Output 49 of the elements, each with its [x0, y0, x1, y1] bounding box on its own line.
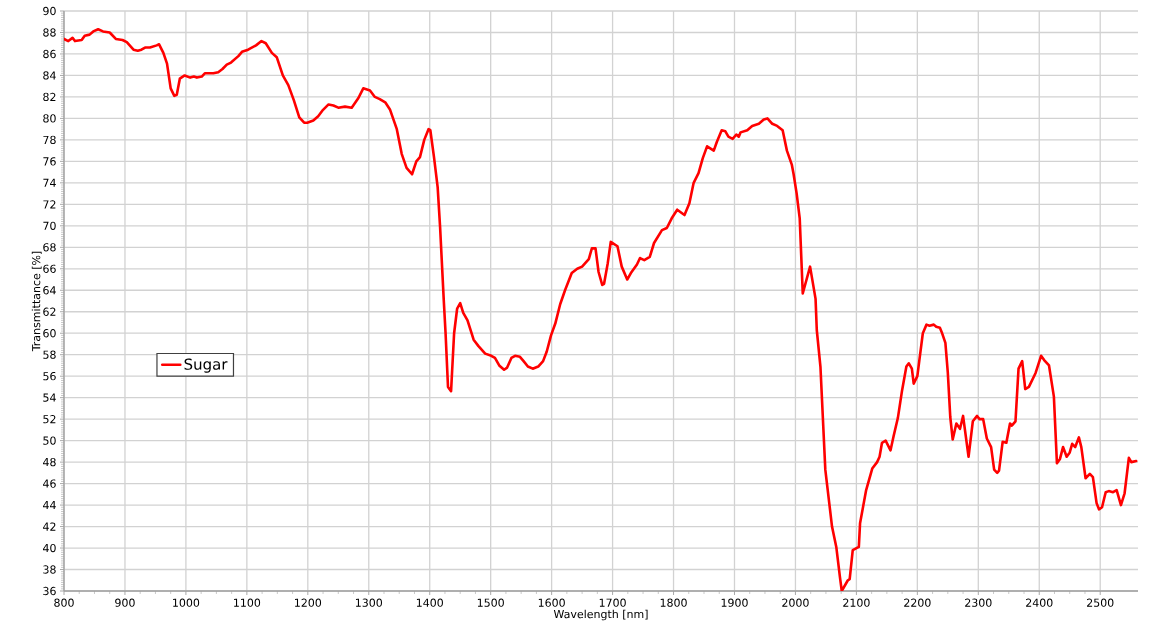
- y-tick-label: 36: [43, 586, 56, 596]
- y-tick-label: 68: [43, 243, 56, 252]
- x-tick-label: 1800: [660, 598, 687, 607]
- y-tick-label: 74: [43, 178, 56, 187]
- x-tick-label: 1200: [295, 598, 322, 607]
- y-tick-label: 84: [43, 71, 56, 80]
- x-tick-label: 1900: [721, 598, 748, 607]
- y-tick-label: 40: [43, 543, 56, 553]
- y-tick-label: 70: [43, 221, 56, 230]
- x-tick-label: 1500: [477, 598, 504, 607]
- x-tick-label: 2500: [1087, 598, 1114, 607]
- x-tick-label: 2300: [965, 598, 992, 607]
- x-tick-label: 1000: [173, 598, 200, 607]
- x-tick-label: 1400: [416, 598, 443, 607]
- y-tick-label: 72: [43, 200, 56, 209]
- x-tick-label: 2000: [782, 598, 809, 607]
- y-tick-label: 88: [43, 28, 56, 37]
- y-tick-label: 86: [43, 49, 56, 59]
- x-tick-label: 1700: [599, 598, 626, 607]
- y-tick-label: 58: [43, 350, 56, 359]
- x-tick-label: 800: [54, 598, 74, 607]
- x-axis-title: Wavelength [nm]: [553, 609, 648, 621]
- y-tick-label: 48: [43, 457, 56, 467]
- y-tick-label: 44: [43, 501, 56, 510]
- legend-label: Sugar: [184, 358, 228, 373]
- y-tick-label: 76: [43, 157, 56, 166]
- y-tick-label: 60: [43, 329, 56, 338]
- x-tick-label: 2200: [904, 598, 931, 607]
- x-tick-label: 1300: [355, 598, 383, 607]
- x-tick-label: 900: [115, 598, 135, 607]
- y-axis-title: Transmittance [%]: [31, 251, 42, 352]
- y-tick-label: 56: [43, 372, 56, 381]
- y-tick-label: 64: [43, 286, 56, 295]
- y-tick-label: 52: [43, 415, 56, 424]
- x-tick-label: 2100: [843, 598, 870, 607]
- y-tick-label: 54: [43, 393, 56, 402]
- y-tick-label: 62: [43, 307, 56, 316]
- y-tick-label: 82: [43, 92, 56, 102]
- y-tick-label: 90: [43, 6, 56, 16]
- y-tick-label: 80: [43, 114, 56, 123]
- y-tick-label: 78: [43, 135, 56, 145]
- y-tick-label: 66: [43, 264, 56, 273]
- y-tick-label: 42: [43, 522, 56, 531]
- y-tick-label: 46: [43, 479, 56, 488]
- x-tick-label: 2400: [1026, 598, 1053, 607]
- x-tick-label: 1600: [538, 598, 565, 607]
- y-tick-label: 38: [43, 565, 56, 574]
- y-tick-label: 50: [43, 436, 56, 445]
- x-tick-label: 1100: [234, 598, 261, 607]
